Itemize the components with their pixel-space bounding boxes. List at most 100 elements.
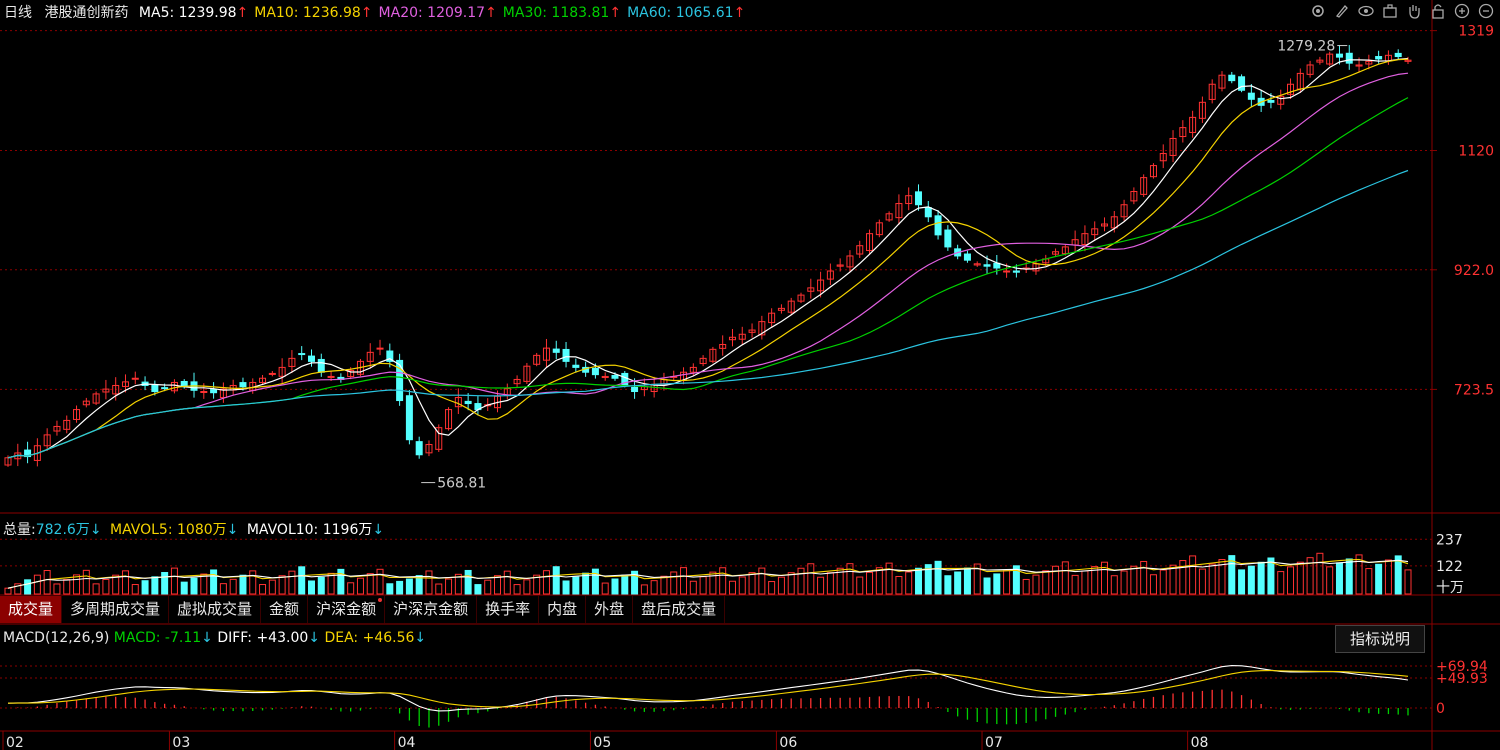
volume-bar	[1277, 571, 1285, 595]
candle-body	[542, 347, 550, 361]
volume-bar	[621, 574, 629, 595]
tab-after-hours-volume[interactable]: 盘后成交量	[633, 596, 726, 623]
volume-bar	[102, 578, 110, 595]
ma60-line	[7, 169, 1409, 459]
tab-amount[interactable]: 金额	[261, 596, 309, 623]
tab-virtual-volume[interactable]: 虚拟成交量	[169, 596, 262, 623]
volume-bar	[728, 580, 736, 595]
volume-bar	[1404, 569, 1412, 595]
price-axis-label: 1120	[1458, 144, 1494, 160]
candle-body	[1345, 52, 1353, 64]
candle-body	[298, 353, 306, 356]
lock-icon[interactable]	[1428, 1, 1448, 21]
candle-body	[1316, 59, 1324, 63]
tab-hsj-amount[interactable]: 沪深京金额	[385, 596, 478, 623]
volume-bar	[239, 574, 247, 595]
price-axis-label: 723.5	[1454, 382, 1494, 398]
ma-arrow: ↑	[360, 5, 373, 21]
volume-bar	[1228, 555, 1236, 595]
chart-header: 日线 港股通创新药 MA5: 1239.98↑ MA10: 1236.98↑ MA2…	[4, 2, 745, 22]
candle-body	[748, 329, 756, 333]
tab-inner[interactable]: 内盘	[539, 596, 587, 623]
volume-bar	[748, 572, 756, 595]
candle-body	[53, 425, 61, 432]
low-annotation: 568.81	[437, 476, 486, 492]
candle-body	[73, 409, 81, 420]
x-axis-label: 03	[172, 735, 190, 750]
index-name: 港股通创新药	[44, 5, 129, 21]
volume-bar	[376, 568, 384, 595]
mavol5-arrow: ↓	[226, 522, 239, 538]
tab-outer[interactable]: 外盘	[586, 596, 634, 623]
settings-icon[interactable]	[1308, 1, 1328, 21]
zoom-in-icon[interactable]	[1452, 1, 1472, 21]
candle-body	[562, 348, 570, 362]
volume-bar	[454, 573, 462, 595]
tab-multi-period-volume[interactable]: 多周期成交量	[62, 596, 170, 623]
briefcase-icon[interactable]	[1380, 1, 1400, 21]
ma-legend-item: MA20: 1209.17↑	[378, 5, 497, 21]
volume-bar	[542, 570, 550, 595]
volume-bar	[200, 573, 208, 595]
volume-bar	[445, 578, 453, 595]
candle-body	[1326, 53, 1334, 65]
volume-bar	[562, 580, 570, 595]
diff-label: DIFF:	[217, 630, 252, 646]
hand-icon[interactable]	[1404, 1, 1424, 21]
candle-body	[317, 358, 325, 373]
volume-bar	[875, 567, 883, 595]
tab-hs-amount[interactable]: 沪深金额	[308, 596, 386, 623]
volume-bar	[1149, 574, 1157, 595]
volume-bar	[347, 582, 355, 595]
volume-bar	[973, 563, 981, 595]
ma-arrow: ↑	[733, 5, 746, 21]
volume-bar	[14, 583, 22, 595]
candle-body	[572, 364, 580, 368]
candle-body	[425, 444, 433, 454]
volume-bar	[317, 576, 325, 595]
volume-bar	[356, 577, 364, 595]
volume-bar	[415, 575, 423, 595]
candle-body	[200, 391, 208, 394]
candle-body	[1012, 270, 1020, 273]
tab-volume[interactable]: 成交量	[0, 596, 63, 623]
candle-body	[239, 382, 247, 388]
candle-body	[131, 377, 139, 380]
candle-body	[1003, 270, 1011, 273]
indicator-help-button[interactable]: 指标说明	[1335, 625, 1425, 653]
volume-bar	[405, 578, 413, 595]
ma30-line	[7, 97, 1409, 459]
pen-icon[interactable]	[1332, 1, 1352, 21]
ma10-line	[7, 58, 1409, 459]
candle-body	[1101, 223, 1109, 227]
candle-body	[1149, 165, 1157, 178]
candle-body	[415, 441, 423, 456]
ma-legend-item: MA10: 1236.98↑	[254, 5, 373, 21]
candle-body	[807, 287, 815, 292]
candle-body	[92, 393, 100, 404]
candle-body	[826, 270, 834, 280]
volume-bar	[650, 580, 658, 595]
volume-bar	[680, 567, 688, 595]
candle-body	[591, 367, 599, 376]
tab-turnover[interactable]: 换手率	[477, 596, 540, 623]
macd-axis-label: +49.93	[1436, 671, 1488, 687]
candle-body	[728, 336, 736, 341]
volume-bar	[1071, 574, 1079, 595]
eye-icon[interactable]	[1356, 1, 1376, 21]
candle-body	[758, 321, 766, 336]
zoom-out-icon[interactable]	[1476, 1, 1496, 21]
candle-body	[307, 355, 315, 362]
volume-bar	[1394, 555, 1402, 595]
candle-body	[719, 344, 727, 349]
candle-body	[1189, 116, 1197, 133]
mavol5-line	[7, 558, 1409, 589]
candle-body	[866, 233, 874, 252]
candle-body	[366, 351, 374, 362]
volume-header: 总量:782.6万↓ MAVOL5: 1080万↓ MAVOL10: 1196万…	[3, 519, 384, 539]
candle-body	[219, 388, 227, 399]
volume-bar	[787, 572, 795, 595]
volume-bar	[484, 579, 492, 595]
volume-bar	[396, 580, 404, 595]
